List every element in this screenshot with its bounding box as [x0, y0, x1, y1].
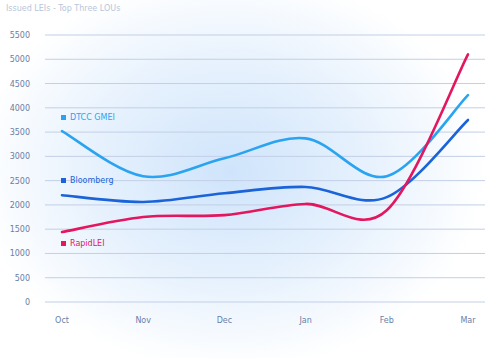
series-line [62, 54, 468, 232]
grid-line [45, 302, 485, 303]
title: Issued LEIs - Top Three LOUs [6, 4, 120, 13]
legend: DTCC GMEI Bloomberg RapidLEI [61, 113, 115, 248]
y-tick-label: 4000 [10, 104, 30, 113]
grid-line [45, 277, 485, 278]
y-tick-label: 5500 [10, 31, 30, 40]
grid-line [45, 229, 485, 230]
legend-swatch [61, 115, 66, 120]
grid-line [45, 204, 485, 205]
y-tick-label: 0 [25, 298, 30, 307]
y-tick-label: 2500 [10, 177, 30, 186]
legend-label: DTCC GMEI [70, 113, 115, 122]
x-tick-label: Nov [135, 316, 151, 325]
plot-area [62, 54, 468, 232]
grid [45, 35, 485, 302]
series-line [62, 120, 468, 202]
legend-label: Bloomberg [70, 176, 114, 185]
grid-line [45, 253, 485, 254]
grid-line [45, 83, 485, 84]
x-tick-label: Dec [217, 316, 232, 325]
chart-container: Issued LEIs - Top Three LOUs 0 500 1000 1500… [0, 0, 500, 358]
grid-line [45, 35, 485, 36]
y-tick-label: 3500 [10, 128, 30, 137]
legend-swatch [61, 178, 66, 183]
y-tick-label: 3000 [10, 152, 30, 161]
x-tick-label: Feb [380, 316, 394, 325]
x-tick-label: Oct [55, 316, 69, 325]
series-line [62, 95, 468, 177]
grid-line [45, 107, 485, 108]
x-tick-label: Mar [460, 316, 476, 325]
chart: Issued LEIs - Top Three LOUs 0 500 1000 1500… [0, 0, 500, 358]
grid-line [45, 132, 485, 133]
x-tick-label: Jan [298, 316, 311, 325]
legend-swatch [61, 241, 66, 246]
y-tick-label: 2000 [10, 201, 30, 210]
y-tick-label: 500 [15, 274, 30, 283]
y-tick-label: 1500 [10, 225, 30, 234]
y-tick-label: 1000 [10, 249, 30, 258]
y-tick-label: 4500 [10, 80, 30, 89]
y-tick-label: 5000 [10, 55, 30, 64]
grid-line [45, 59, 485, 60]
grid-line [45, 156, 485, 157]
legend-label: RapidLEI [70, 239, 105, 248]
